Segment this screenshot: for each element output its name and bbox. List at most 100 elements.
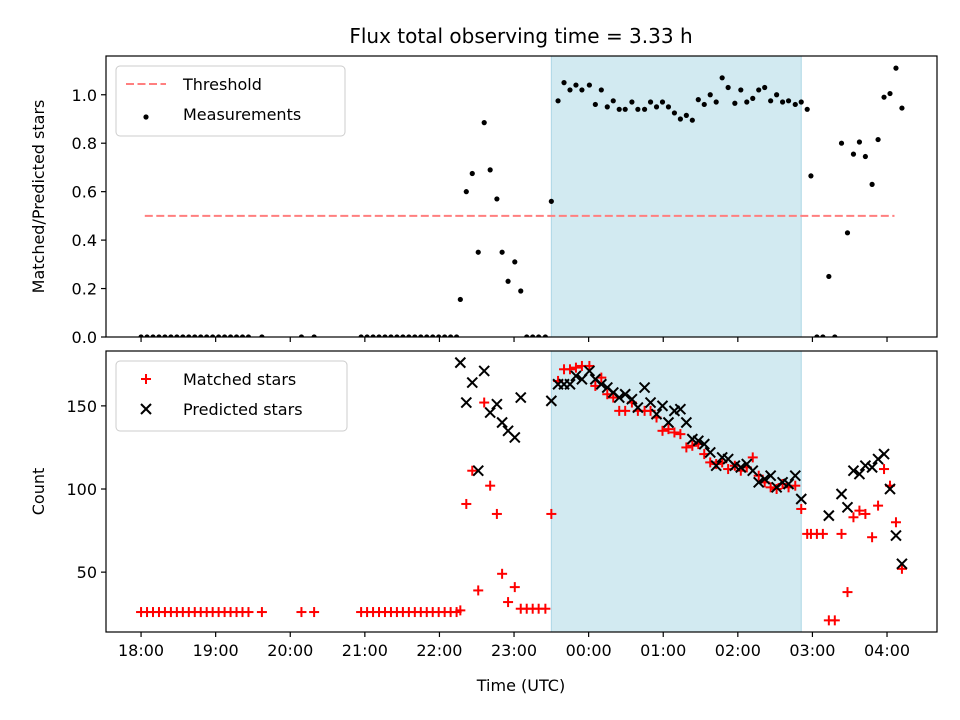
data-point: [869, 181, 875, 187]
data-point: [878, 448, 890, 460]
data-point: [156, 334, 162, 337]
legend-label: Measurements: [183, 105, 301, 124]
x-marker-b: [782, 478, 795, 490]
data-point: [835, 488, 848, 500]
legend-box: [115, 65, 346, 137]
axes-frame: [105, 350, 938, 633]
data-point: [198, 334, 204, 337]
x-marker-b: [859, 460, 872, 472]
data-point: [536, 334, 542, 337]
x-marker-b: [841, 501, 854, 514]
x-marker-b: [835, 488, 848, 500]
data-point: [753, 476, 765, 489]
data-point: [847, 465, 860, 477]
data-point: [138, 334, 144, 337]
x-tick-label: 20:00: [267, 641, 313, 660]
data-point: [204, 334, 210, 337]
data-point: [620, 405, 631, 416]
data-point: [890, 517, 901, 528]
data-point: [296, 607, 307, 618]
x-tick-label: 00:00: [566, 641, 612, 660]
data-point: [454, 356, 467, 369]
data-point: [491, 508, 502, 519]
data-point: [687, 440, 698, 451]
data-point: [890, 529, 902, 542]
y-tick-label: 0.0: [72, 328, 97, 347]
data-point: [608, 392, 619, 403]
data-point: [473, 585, 484, 596]
data-point: [644, 396, 657, 409]
data-point: [505, 278, 511, 284]
x-marker-b: [502, 425, 514, 437]
x-marker-b: [753, 476, 765, 489]
data-point: [168, 334, 174, 337]
data-point: [463, 189, 469, 195]
data-point: [570, 362, 581, 373]
data-point: [442, 334, 448, 337]
data-point: [494, 196, 500, 202]
x-marker-b: [589, 373, 602, 385]
data-point: [418, 334, 424, 337]
data-point: [836, 528, 847, 539]
data-point: [497, 568, 508, 579]
data-point: [542, 334, 548, 337]
data-point: [454, 334, 460, 337]
x-marker-b: [747, 465, 759, 477]
y-tick-label: 0.6: [72, 183, 97, 202]
data-point: [584, 360, 595, 371]
data-point: [499, 249, 505, 255]
x-marker-b: [595, 378, 608, 390]
x-marker-b: [650, 408, 663, 420]
y-tick-label: 0.2: [72, 280, 97, 299]
data-point: [448, 334, 454, 337]
legend-label: Threshold: [182, 75, 262, 94]
x-marker-b: [460, 396, 473, 409]
y-axis-label: Matched/Predicted stars: [29, 100, 48, 294]
data-point: [663, 424, 674, 435]
data-point: [455, 605, 466, 616]
data-point: [850, 151, 857, 157]
x-marker-b: [466, 376, 478, 389]
data-point: [613, 391, 625, 404]
y-tick-label: 150: [66, 397, 97, 416]
data-point: [842, 587, 853, 598]
data-point: [758, 473, 771, 485]
data-point: [899, 105, 905, 111]
x-marker-b: [866, 461, 878, 474]
data-point: [524, 334, 530, 337]
ratio-panel: 0.0 0.2 0.4 0.6 0.8 1.0 Matched/Predicted star…: [29, 55, 938, 347]
data-point: [829, 615, 840, 626]
data-point: [586, 82, 592, 88]
x-marker-b: [735, 461, 747, 474]
data-point: [683, 112, 689, 118]
x-tick-label: 04:00: [864, 641, 910, 660]
data-point: [808, 173, 814, 179]
data-point: [466, 376, 478, 389]
x-marker-b: [515, 391, 527, 404]
observing-window-span: [550, 351, 802, 632]
data-point: [604, 104, 610, 110]
data-point: [424, 334, 430, 337]
data-point: [570, 370, 582, 382]
data-point: [472, 465, 484, 477]
data-point: [478, 365, 490, 377]
count-panel: 18:00 19:00 20:00 21:00 22:00 23:00 00:00 01:00…: [29, 350, 938, 660]
data-point: [735, 461, 747, 474]
data-point: [859, 460, 872, 472]
x-marker-b: [454, 356, 467, 369]
data-point: [388, 334, 394, 337]
x-marker-b: [896, 558, 908, 570]
data-point: [484, 406, 496, 419]
data-point: [457, 296, 463, 303]
data-point: [762, 84, 768, 91]
data-point: [376, 334, 382, 337]
data-point: [227, 334, 234, 337]
x-marker-b: [662, 416, 675, 429]
data-point: [256, 607, 267, 618]
data-point: [370, 334, 376, 337]
data-point: [481, 120, 487, 126]
data-point: [545, 395, 558, 407]
data-point: [436, 334, 442, 337]
data-point: [626, 393, 638, 405]
data-point: [853, 468, 866, 480]
